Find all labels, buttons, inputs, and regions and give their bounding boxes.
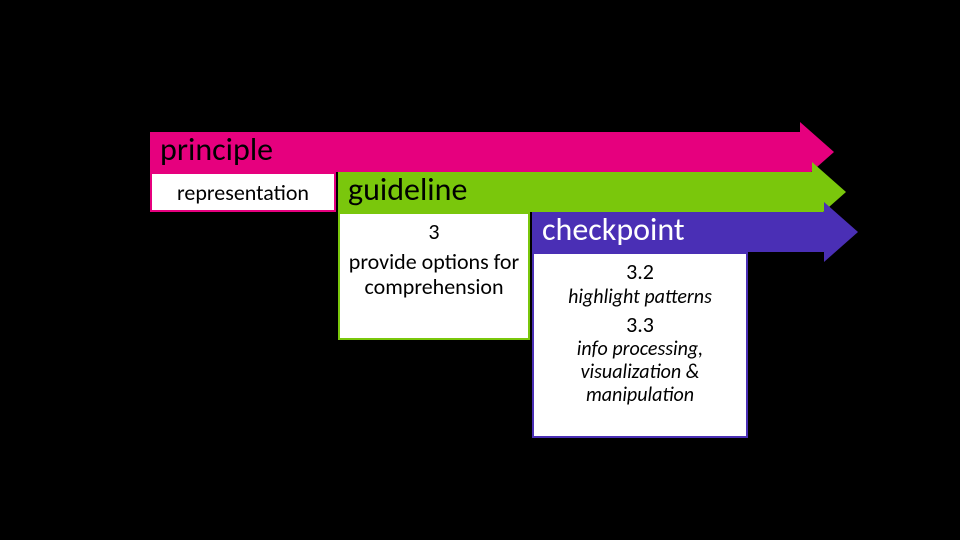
principle-box: representation (150, 172, 336, 212)
checkpoint-box: 3.2 highlight patterns 3.3 info processi… (532, 252, 748, 438)
checkpoint-item-1-num: 3.3 (540, 311, 740, 338)
checkpoint-item-0-num: 3.2 (540, 258, 740, 285)
principle-body: representation (177, 179, 309, 206)
guideline-number: 3 (348, 218, 520, 245)
guideline-box: 3 provide options for comprehension (338, 212, 530, 340)
principle-arrow: principle (150, 132, 834, 172)
guideline-arrow: guideline (338, 172, 846, 212)
diagram-stage: principle guideline checkpoint represent… (0, 0, 960, 540)
checkpoint-item-1-text: info processing, visualization & manipul… (540, 338, 740, 407)
checkpoint-arrow: checkpoint (532, 212, 858, 252)
guideline-header: guideline (348, 173, 467, 207)
checkpoint-item-0-text: highlight patterns (540, 285, 740, 309)
principle-header: principle (160, 133, 273, 167)
checkpoint-header: checkpoint (542, 213, 685, 247)
guideline-body: provide options for comprehension (348, 249, 520, 300)
